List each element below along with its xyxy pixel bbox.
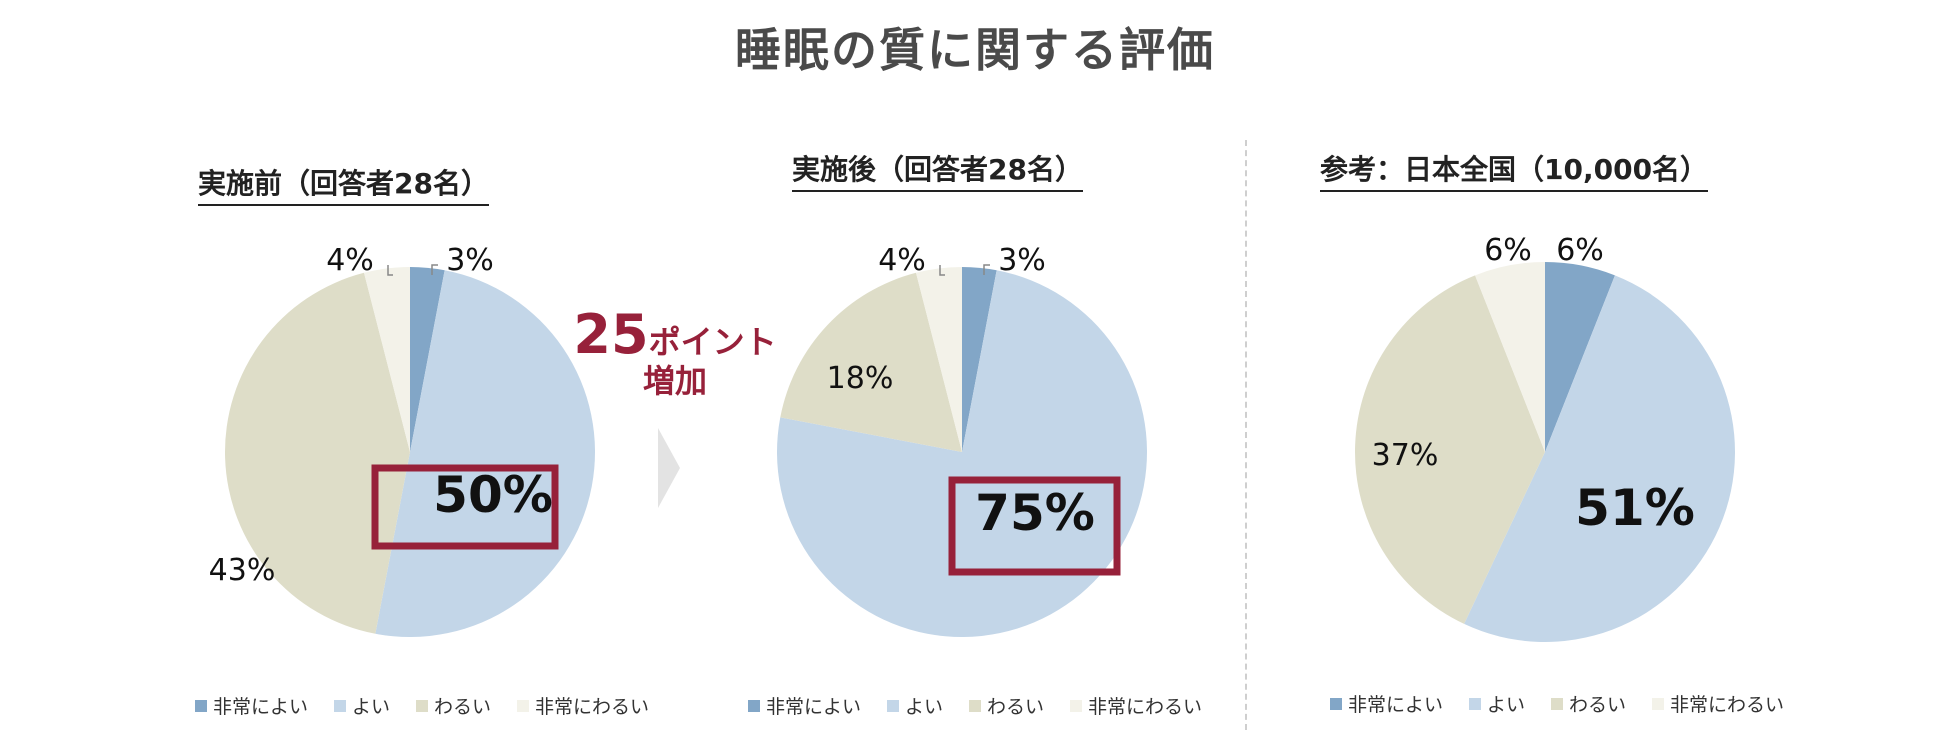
pie-slice-bad <box>1355 275 1545 624</box>
pie-slice-very-good <box>1545 262 1615 452</box>
legend-item: わるい <box>969 692 1044 719</box>
pie-slice-good <box>777 270 1148 637</box>
legend-swatch <box>887 699 900 712</box>
legend-item: よい <box>1469 690 1525 717</box>
leader-line <box>983 264 990 275</box>
data-label: 37% <box>1372 438 1439 473</box>
legend-swatch <box>1469 697 1482 710</box>
pie-slice-very-bad <box>915 267 962 452</box>
legend-after: 非常によい よい わるい 非常にわるい <box>748 692 1202 719</box>
legend-item: よい <box>334 692 390 719</box>
data-label: 75% <box>975 484 1095 542</box>
highlight-box <box>371 464 559 550</box>
increase-text: 増加 <box>642 362 707 401</box>
page-title: 睡眠の質に関する評価 <box>735 23 1215 77</box>
legend-swatch <box>1551 697 1564 710</box>
legend-label: よい <box>1487 694 1526 716</box>
pie-slice-very-good <box>962 267 997 452</box>
increase-annotation: 25ポイント 増加 <box>570 305 780 400</box>
legend-item: わるい <box>416 692 491 719</box>
data-label: 50% <box>433 466 553 524</box>
legend-item: 非常によい <box>1330 690 1443 717</box>
leader-line <box>387 265 393 276</box>
arrow-icon <box>658 428 680 508</box>
increase-points: 25 <box>573 303 649 366</box>
chart-title-national: 参考：日本全国（10,000名） <box>1320 148 1709 192</box>
legend-label: 非常にわるい <box>535 696 650 718</box>
legend-label: 非常によい <box>213 696 309 718</box>
increase-unit: ポイント <box>648 323 777 361</box>
legend-label: わるい <box>987 696 1045 718</box>
legend-swatch <box>1330 697 1342 710</box>
legend-label: 非常にわるい <box>1088 696 1203 718</box>
pie-slice-very-bad <box>363 267 410 452</box>
pie-slice-bad <box>780 272 962 452</box>
data-label: 6% <box>1556 233 1604 268</box>
pie-chart-after: 3% 75% 18% 4% <box>777 243 1148 637</box>
legend-label: 非常によい <box>766 696 862 718</box>
legend-swatch <box>1070 699 1083 712</box>
legend-label: 非常によい <box>1348 694 1444 716</box>
pie-slice-very-good <box>410 267 445 452</box>
legend-before: 非常によい よい わるい 非常にわるい <box>195 692 649 719</box>
data-label: 3% <box>446 243 494 278</box>
pie-slice-bad <box>224 272 410 634</box>
data-label: 4% <box>878 243 926 278</box>
legend-item: 非常にわるい <box>1652 690 1784 717</box>
legend-label: よい <box>352 696 391 718</box>
legend-swatch <box>195 699 207 712</box>
chart-title-after: 実施後（回答者28名） <box>792 148 1083 192</box>
legend-national: 非常によい よい わるい 非常にわるい <box>1330 690 1784 717</box>
chart-title-before: 実施前（回答者28名） <box>198 162 489 206</box>
data-label: 6% <box>1484 233 1532 268</box>
data-label: 18% <box>827 361 894 396</box>
legend-swatch <box>969 699 982 712</box>
leader-line <box>431 264 438 275</box>
legend-item: 非常によい <box>748 692 861 719</box>
legend-swatch <box>748 699 760 712</box>
pie-slice-good <box>1464 275 1735 642</box>
data-label: 3% <box>998 243 1046 278</box>
pie-chart-before: 3% 50% 43% 4% <box>209 243 595 637</box>
legend-label: わるい <box>434 696 492 718</box>
legend-item: よい <box>887 692 943 719</box>
legend-item: わるい <box>1551 690 1626 717</box>
data-label: 43% <box>209 553 276 588</box>
legend-swatch <box>1652 697 1665 710</box>
legend-swatch <box>334 699 347 712</box>
legend-item: 非常にわるい <box>1070 692 1202 719</box>
data-label: 4% <box>326 243 374 278</box>
legend-swatch <box>517 699 530 712</box>
legend-label: よい <box>905 696 944 718</box>
panel-divider <box>1245 140 1247 730</box>
legend-item: 非常によい <box>195 692 308 719</box>
pie-slice-very-bad <box>1475 262 1545 452</box>
pie-chart-national: 6% 51% 37% 6% <box>1355 233 1735 642</box>
legend-label: 非常にわるい <box>1670 694 1785 716</box>
legend-label: わるい <box>1569 694 1627 716</box>
legend-swatch <box>416 699 429 712</box>
highlight-box <box>948 476 1121 576</box>
leader-line <box>939 265 945 276</box>
legend-item: 非常にわるい <box>517 692 649 719</box>
data-label: 51% <box>1575 479 1695 537</box>
